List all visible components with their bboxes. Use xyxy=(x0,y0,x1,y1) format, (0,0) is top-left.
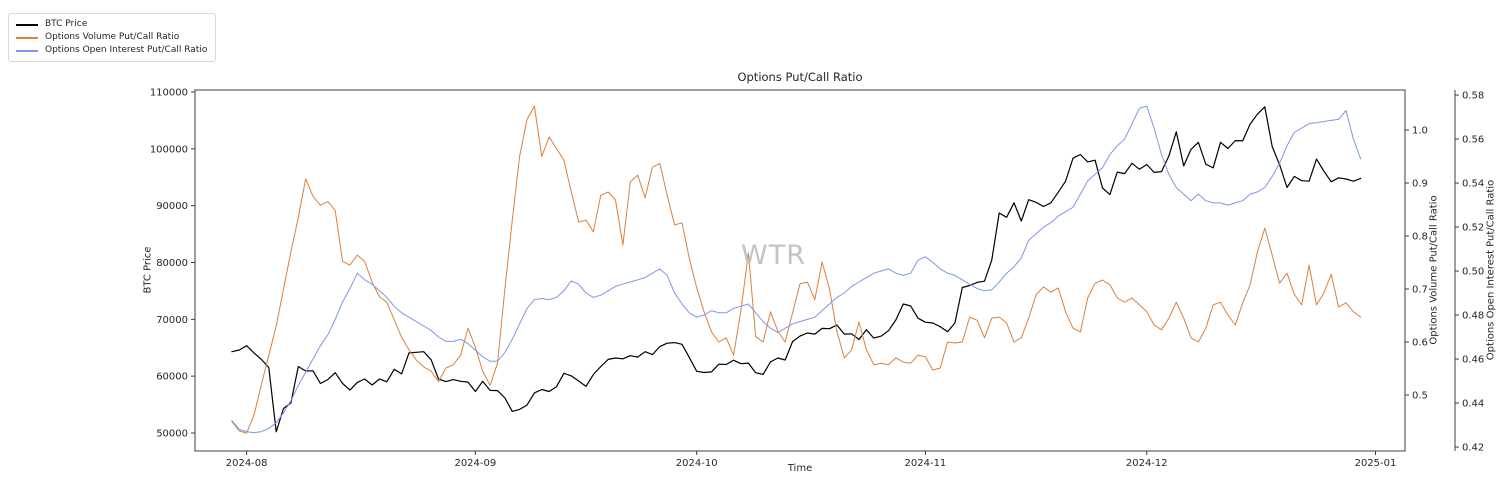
open-interest-axis-tick-label: 0.48 xyxy=(1462,311,1484,322)
volume-axis-tick-label: 1.0 xyxy=(1412,126,1428,137)
plot-border xyxy=(194,89,1406,452)
chart-title: Options Put/Call Ratio xyxy=(737,70,863,84)
open-interest-axis-tick-label: 0.42 xyxy=(1462,443,1484,454)
x-tick-label: 2025-01 xyxy=(1355,458,1397,469)
open-interest-axis-tick-label: 0.50 xyxy=(1462,267,1484,278)
btc-axis-tick-label: 90000 xyxy=(156,201,188,212)
series-line-oi xyxy=(231,105,1362,434)
btc-axis-tick-label: 80000 xyxy=(156,258,188,269)
btc-axis-tick-label: 50000 xyxy=(156,428,188,439)
x-tick-label: 2024-12 xyxy=(1126,458,1168,469)
legend-label: Options Volume Put/Call Ratio xyxy=(45,32,180,42)
legend-item-btc-price: BTC Price xyxy=(16,18,207,31)
open-interest-axis-tick-label: 0.54 xyxy=(1462,179,1484,190)
open-interest-axis-tick-label: 0.46 xyxy=(1462,355,1484,366)
x-tick-label: 2024-09 xyxy=(454,458,496,469)
btc-axis-tick-label: 60000 xyxy=(156,372,188,383)
open-interest-axis-tick-label: 0.56 xyxy=(1462,135,1484,146)
watermark: WTR xyxy=(741,240,806,271)
legend-label: BTC Price xyxy=(45,19,88,29)
legend: BTC Price Options Volume Put/Call Ratio … xyxy=(8,13,217,62)
series-line-btc xyxy=(231,106,1362,433)
x-axis-title: Time xyxy=(787,463,813,474)
open-interest-axis-tick-label: 0.44 xyxy=(1462,399,1484,410)
btc-axis-tick-label: 70000 xyxy=(156,315,188,326)
volume-axis-tick-label: 0.7 xyxy=(1412,284,1428,295)
series-line-volume xyxy=(231,105,1362,434)
open-interest-axis-tick-label: 0.52 xyxy=(1462,223,1484,234)
line-swatch-icon xyxy=(16,36,38,39)
volume-axis-tick-label: 0.8 xyxy=(1412,232,1428,243)
x-tick-label: 2024-10 xyxy=(676,458,718,469)
open-interest-axis-tick-label: 0.58 xyxy=(1462,91,1484,102)
volume-axis-tick-label: 0.9 xyxy=(1412,179,1428,190)
legend-label: Options Open Interest Put/Call Ratio xyxy=(45,45,208,55)
line-swatch-icon xyxy=(16,49,38,52)
x-tick-label: 2024-11 xyxy=(905,458,947,469)
line-swatch-icon xyxy=(16,23,38,26)
x-tick-label: 2024-08 xyxy=(226,458,268,469)
btc-axis-tick-label: 110000 xyxy=(150,88,188,99)
volume-axis-tick-label: 0.6 xyxy=(1412,337,1428,348)
btc-axis-tick-label: 100000 xyxy=(150,144,188,155)
legend-item-open-interest-ratio: Options Open Interest Put/Call Ratio xyxy=(16,44,207,57)
legend-item-volume-ratio: Options Volume Put/Call Ratio xyxy=(16,31,207,44)
volume-axis-tick-label: 0.5 xyxy=(1412,390,1428,401)
